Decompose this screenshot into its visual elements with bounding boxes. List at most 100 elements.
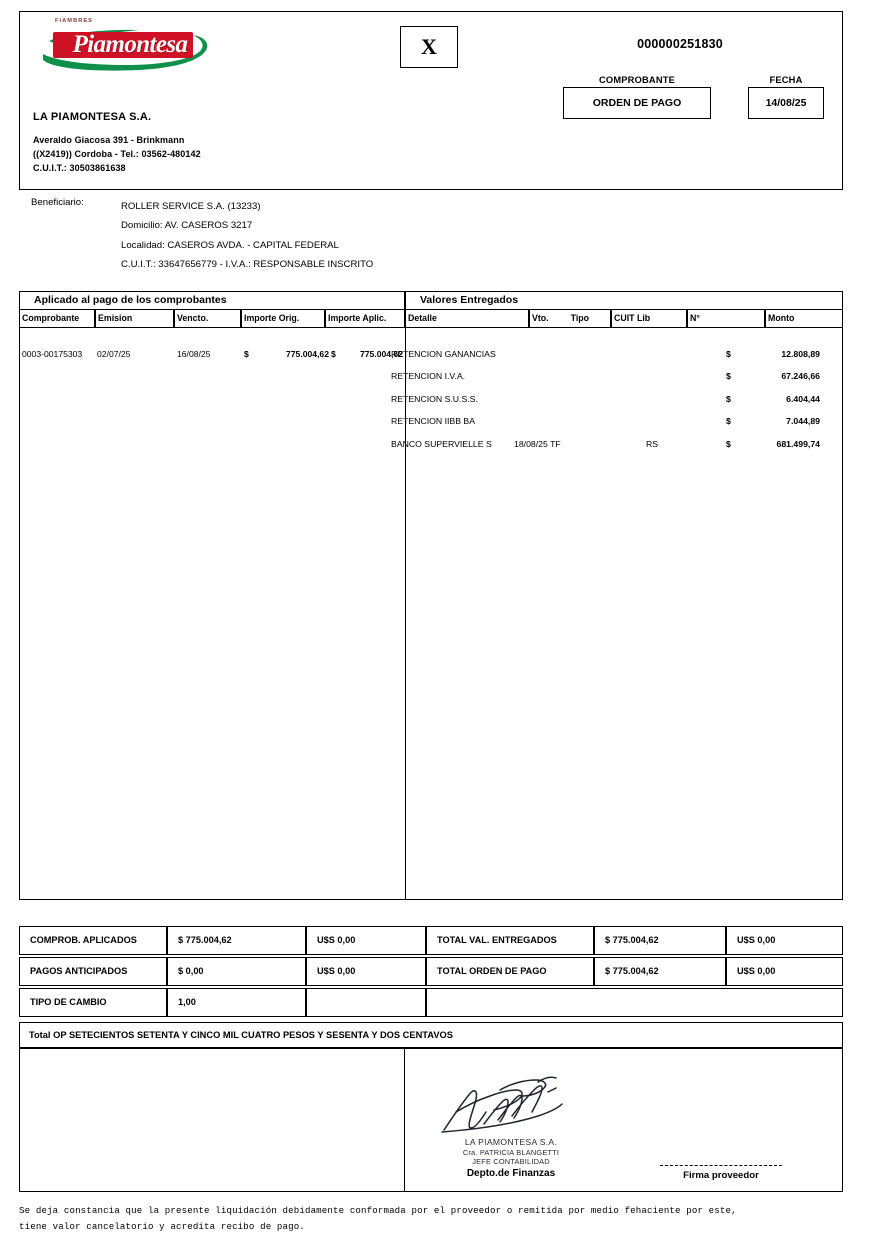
cell-importe-orig: 775.004,62 [285,349,329,359]
col-comprobante: Comprobante [19,310,95,328]
cell-vencto: 16/08/25 [177,349,211,359]
cell-monto: 7.044,89 [786,416,820,427]
total-op-in-words: Total OP SETECIENTOS SETENTA Y CINCO MIL… [19,1022,843,1048]
col-vto: Vto. [532,313,549,323]
table-body [19,328,843,900]
cell-detalle: BANCO SUPERVIELLE S [391,438,492,449]
fecha-label: FECHA [769,75,803,85]
beneficiary-label: Beneficiario: [31,197,84,208]
beneficiary-localidad: Localidad: CASEROS AVDA. - CAPITAL FEDER… [121,239,339,251]
comprobante-label: COMPROBANTE [598,75,676,85]
company-details: Averaldo Giacosa 391 - Brinkmann ((X2419… [33,133,201,176]
table-row: 0003-00175303 02/07/25 16/08/25 $ 775.00… [19,349,405,363]
cell-detalle: RETENCION IIBB BA [391,416,475,427]
col-importe-aplic: Importe Aplic. [325,310,405,328]
totals-row-2: PAGOS ANTICIPADOS $ 0,00 U$S 0,00 TOTAL … [19,957,843,986]
table-band-row: Aplicado al pago de los comprobantes Val… [19,291,843,310]
logo-tagline: FIAMBRES [55,18,94,24]
col-detalle: Detalle [405,310,529,328]
handwritten-signature [441,1076,563,1133]
label-tipo-de-cambio: TIPO DE CAMBIO [19,988,167,1017]
col-vencto: Vencto. [174,310,241,328]
beneficiary-block: ROLLER SERVICE S.A. (13233) Domicilio: A… [121,197,373,274]
fecha-value: 14/08/25 [748,87,824,119]
cell-monto: 67.246,66 [781,371,820,382]
cell-currency: $ [726,349,731,359]
empty-cell-right [426,988,843,1017]
comprobante-value: ORDEN DE PAGO [563,87,711,119]
provider-signature-line [660,1165,782,1166]
company-address: Averaldo Giacosa 391 - Brinkmann [33,135,185,145]
col-cuit-lib: CUIT Lib [611,310,687,328]
copy-marker-box: X [400,26,458,68]
cell-comprobante: 0003-00175303 [22,349,83,359]
cell-emision: 02/07/25 [97,349,131,359]
cell-currency: $ [726,438,731,449]
cell-importe-aplic: 775.004,62 [359,349,403,359]
col-vto-tipo: Vto. Tipo [529,310,611,328]
cell-detalle: RETENCION S.U.S.S. [391,393,478,404]
cell-monto: 6.404,44 [786,393,820,404]
logo-red-plate [53,32,193,58]
totals-grid: COMPROB. APLICADOS $ 775.004,62 U$S 0,00… [19,926,843,1017]
provider-signature-label: Firma proveedor [683,1170,759,1181]
totals-row-1: COMPROB. APLICADOS $ 775.004,62 U$S 0,00… [19,926,843,955]
label-pagos-anticipados: PAGOS ANTICIPADOS [19,957,167,986]
totals-row-3: TIPO DE CAMBIO 1,00 [19,988,843,1017]
signature-area [19,1048,843,1192]
company-logo: FIAMBRES Piamontesa [33,18,213,74]
legal-footer-line-1: Se deja constancia que la presente liqui… [19,1205,737,1216]
cell-vto: 18/08/25 TF [514,438,561,449]
table-center-divider [405,328,407,900]
list-item: RETENCION IIBB BA $ 7.044,89 [388,416,824,438]
cell-currency-aplic: $ [331,349,336,359]
company-name: LA PIAMONTESA S.A. [33,111,152,123]
label-total-val-entregados: TOTAL VAL. ENTREGADOS [426,926,594,955]
stamp-person: Cra. PATRICIA BLANGETTI [462,1147,560,1157]
legal-footer-line-2: tiene valor cancelatorio y acredita reci… [19,1220,305,1232]
cell-detalle: RETENCION I.V.A. [391,371,466,382]
col-numero: N° [687,310,765,328]
value-comprob-aplicados-pesos: $ 775.004,62 [167,926,306,955]
stamp-company: LA PIAMONTESA S.A. [464,1137,558,1147]
list-item: BANCO SUPERVIELLE S 18/08/25 TF RS $ 681… [388,439,824,461]
label-total-orden-de-pago: TOTAL ORDEN DE PAGO [426,957,594,986]
value-total-orden-de-pago-pesos: $ 775.004,62 [594,957,726,986]
cell-currency: $ [726,371,731,382]
col-importe-orig: Importe Orig. [241,310,325,328]
cell-monto: 12.808,89 [781,349,820,359]
list-item: RETENCION GANANCIAS $ 12.808,89 [388,349,824,371]
logo-wordmark: Piamontesa [72,31,188,58]
cell-currency: $ [726,393,731,404]
value-total-orden-de-pago-usd: U$S 0,00 [726,957,843,986]
list-item: RETENCION S.U.S.S. $ 6.404,44 [388,394,824,416]
value-pagos-anticipados-usd: U$S 0,00 [306,957,426,986]
col-monto: Monto [765,310,843,328]
band-applied-invoices: Aplicado al pago de los comprobantes [19,291,405,310]
cell-monto: 681.499,74 [776,438,820,449]
col-tipo: Tipo [570,313,590,323]
cell-currency-orig: $ [244,349,249,359]
value-tipo-de-cambio: 1,00 [167,988,306,1017]
beneficiary-name: ROLLER SERVICE S.A. (13233) [121,201,261,212]
cell-numero: RS [646,438,659,449]
label-comprob-aplicados: COMPROB. APLICADOS [19,926,167,955]
stamp-role: JEFE CONTABILIDAD [472,1157,550,1166]
legal-footer: Se deja constancia que la presente liqui… [19,1203,831,1234]
main-table: Aplicado al pago de los comprobantes Val… [19,291,843,900]
cell-currency: $ [726,416,731,427]
header-frame [19,11,843,190]
value-pagos-anticipados-pesos: $ 0,00 [167,957,306,986]
table-header-row: Comprobante Emision Vencto. Importe Orig… [19,310,843,328]
col-emision: Emision [95,310,174,328]
company-cuit: C.U.I.T.: 30503861638 [33,163,126,174]
delivered-values-list: RETENCION GANANCIAS $ 12.808,89 RETENCIO… [388,349,824,461]
value-total-val-entregados-pesos: $ 775.004,62 [594,926,726,955]
beneficiary-cuit-iva: C.U.I.T.: 33647656779 - I.V.A.: RESPONSA… [121,258,374,270]
value-total-val-entregados-usd: U$S 0,00 [726,926,843,955]
signature-dept-label: Depto.de Finanzas [466,1168,556,1179]
accounting-stamp: LA PIAMONTESA S.A. Cra. PATRICIA BLANGET… [446,1137,576,1167]
empty-cell-usd [306,988,426,1017]
band-delivered-values: Valores Entregados [405,291,843,310]
